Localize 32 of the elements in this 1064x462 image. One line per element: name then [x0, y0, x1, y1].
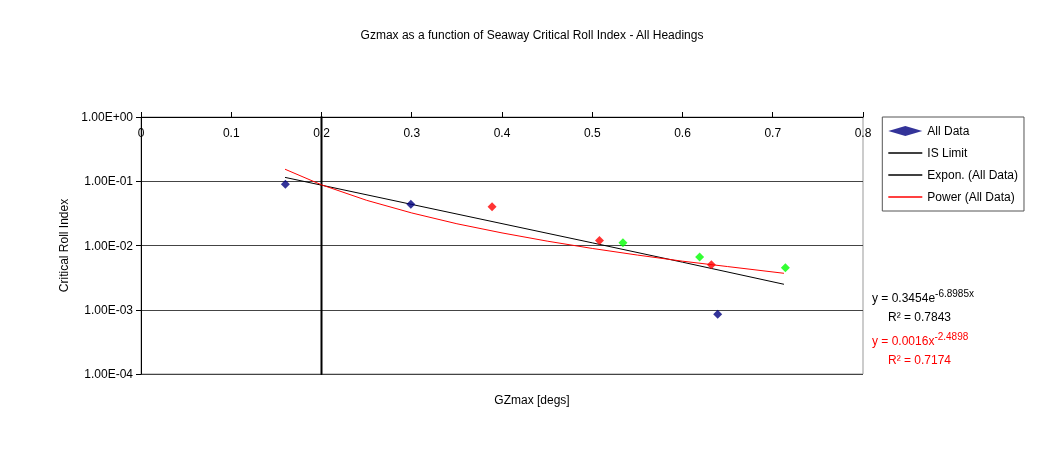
- legend-label: All Data: [927, 124, 970, 138]
- text: y = 0.0016x$^{-2.4898}$: [872, 330, 970, 350]
- x-tick-label: 0.6: [674, 126, 692, 140]
- point: [594, 235, 604, 245]
- point: [487, 202, 497, 212]
- y-axis-title: Critical Roll Index: [57, 198, 72, 293]
- point: [695, 252, 705, 262]
- point: [618, 238, 628, 248]
- legend-label: Expon. (All Data): [927, 168, 1018, 182]
- text: R² = 0.7174: [887, 352, 953, 369]
- x-tick-label: 0.1: [222, 126, 240, 140]
- legend-label: Power (All Data): [927, 190, 1015, 204]
- x-tick-label: 0.3: [403, 126, 421, 140]
- y-tick-label: 1.00E-01: [84, 174, 134, 189]
- point: [780, 263, 790, 273]
- x-tick-label: 0.8: [854, 126, 872, 140]
- x-tick-label: 0.5: [583, 126, 601, 140]
- point: [280, 179, 290, 189]
- y-tick-label: 1.00E-02: [84, 238, 134, 253]
- x-axis-title: GZmax [degs]: [494, 393, 570, 407]
- y-tick-label: 1.00E+00: [81, 110, 134, 124]
- x-tick-label: 0.7: [764, 126, 782, 140]
- point: [406, 199, 416, 209]
- point: [706, 260, 716, 270]
- point: [713, 309, 723, 319]
- y-tick-label: 1.00E-04: [84, 367, 134, 381]
- legend-label: IS Limit: [927, 146, 968, 160]
- text: y = 0.3454e$^{-6.8985x}$: [872, 287, 974, 307]
- text: R² = 0.7843: [887, 309, 953, 326]
- y-tick-label: 1.00E-03: [84, 302, 134, 317]
- x-tick-label: 0.4: [493, 126, 511, 140]
- chart-title: Gzmax as a function of Seaway Critical Roll Index - All Headings: [360, 28, 704, 42]
